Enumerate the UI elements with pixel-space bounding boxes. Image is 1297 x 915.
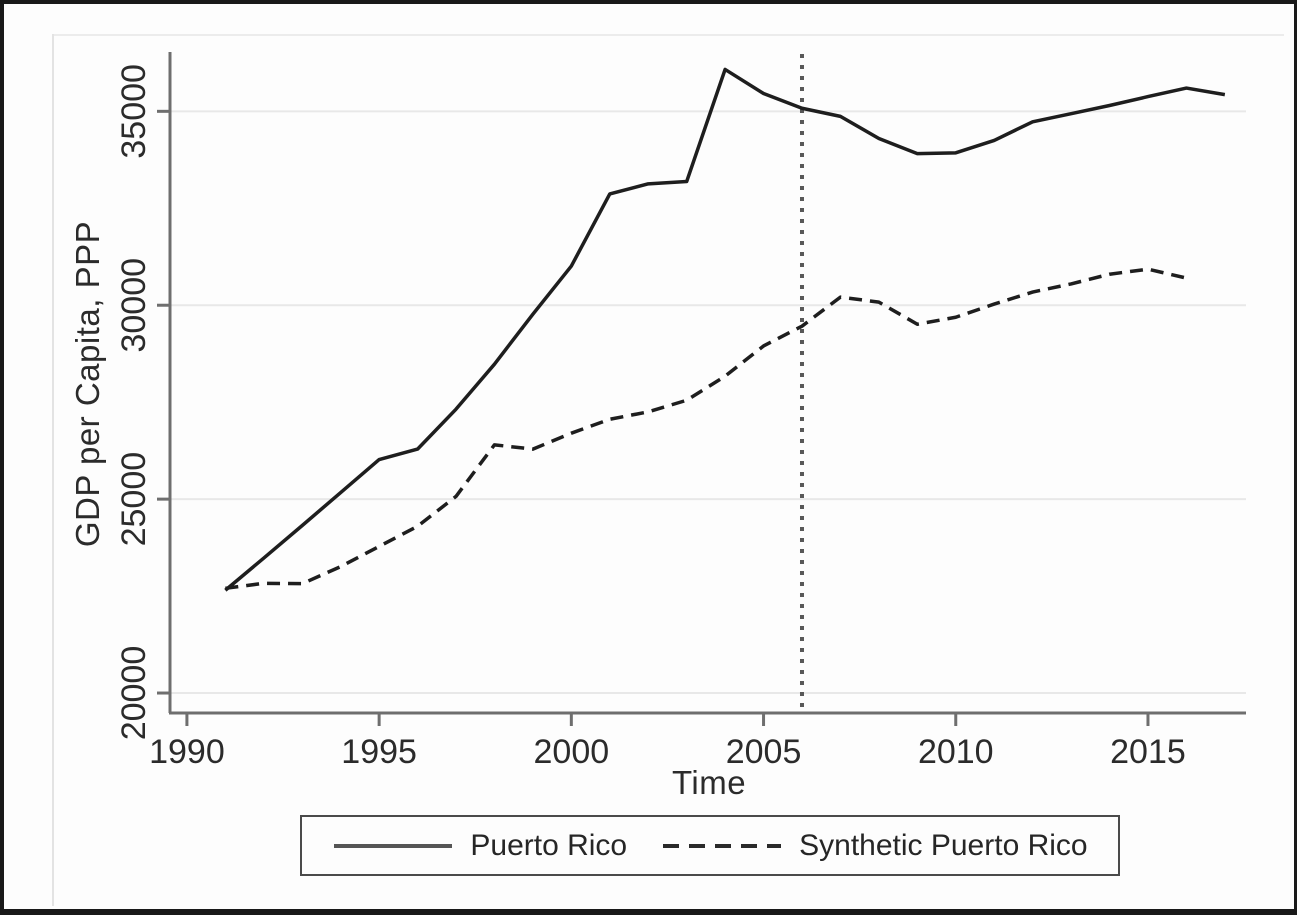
legend-label-puerto-rico: Puerto Rico <box>470 828 628 862</box>
solid-line-icon <box>334 843 453 848</box>
legend-item-synthetic-puerto-rico: Synthetic Puerto Rico <box>661 828 1088 863</box>
svg-text:2005: 2005 <box>726 733 802 771</box>
svg-text:2000: 2000 <box>534 733 610 771</box>
svg-text:1990: 1990 <box>149 733 225 771</box>
svg-text:35000: 35000 <box>115 64 153 159</box>
svg-text:25000: 25000 <box>115 452 153 547</box>
svg-text:30000: 30000 <box>115 258 153 353</box>
svg-text:2010: 2010 <box>918 733 994 771</box>
scan-edge-top <box>52 34 1284 36</box>
scan-edge-left <box>52 34 54 906</box>
x-axis-title: Time <box>671 764 747 801</box>
legend-item-puerto-rico: Puerto Rico <box>332 829 627 863</box>
y-axis-title: GDP per Capita, PPP <box>69 220 106 548</box>
dashed-line-icon <box>663 843 782 848</box>
svg-text:1995: 1995 <box>341 733 417 771</box>
legend: Puerto Rico Synthetic Puerto Rico <box>300 815 1120 876</box>
gdp-chart: 20000 25000 30000 35000 1990 1995 2000 2005 2010… <box>115 52 1246 771</box>
svg-text:20000: 20000 <box>115 646 153 741</box>
legend-label-synthetic-puerto-rico: Synthetic Puerto Rico <box>799 828 1088 862</box>
svg-text:2015: 2015 <box>1110 733 1186 771</box>
